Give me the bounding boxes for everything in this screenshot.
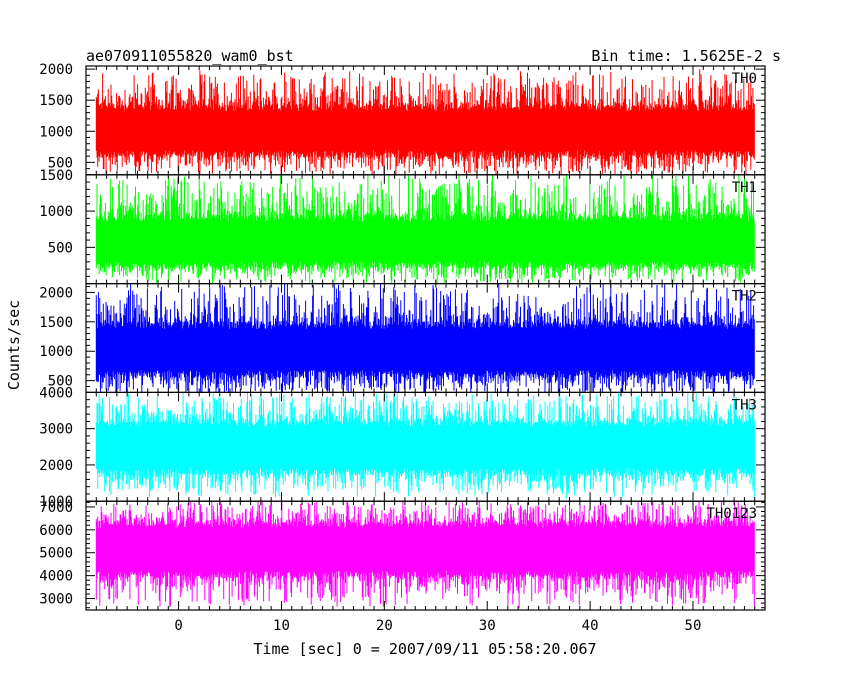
y-tick-label: 4000 [39,385,73,401]
x-tick-label: 10 [273,618,290,634]
y-tick-label: 1500 [39,93,73,109]
panel-th0: 500 1000 1500 2000 TH0 [39,62,766,176]
y-tick-label: 2000 [39,62,73,78]
panel-label-th3: TH3 [732,397,757,413]
y-tick-label: 500 [48,240,73,256]
signal-th3 [95,392,755,499]
signal-th0 [95,69,755,175]
panel-th0123: 3000 4000 5000 6000 7000 TH0123 [39,500,766,611]
y-tick-label: 500 [48,155,73,171]
y-tick-label: 1000 [39,494,73,510]
x-tick-label: 20 [376,618,393,634]
signal-th0123 [95,501,755,609]
y-tick-label: 1500 [39,315,73,331]
y-tick-label: 2000 [39,285,73,301]
panels: 500100015002000TH050010001500TH150010001… [39,62,766,634]
panel-label-th0123: TH0123 [706,506,757,522]
y-tick-label: 1000 [39,344,73,360]
signal-th1 [95,174,755,284]
panel-th3: 1000 2000 3000 4000 TH3 [39,385,766,510]
bin-time-label: Bin time: 1.5625E-2 s [591,47,781,65]
y-tick-label: 3000 [39,422,73,438]
y-tick-label: 5000 [39,546,73,562]
panel-label-th2: TH2 [732,289,757,305]
y-tick-label: 2000 [39,458,73,474]
signal-th2 [95,283,755,393]
x-tick-label: 30 [479,618,496,634]
y-axis-label: Counts/sec [5,300,23,390]
x-axis-label: Time [sec] 0 = 2007/09/11 05:58:20.067 [253,640,596,658]
y-tick-label: 3000 [39,592,73,608]
x-tick-label: 50 [685,618,702,634]
y-tick-label: 4000 [39,569,73,585]
y-tick-label: 1000 [39,204,73,220]
panel-th2: 500 1000 1500 2000 TH2 [39,283,766,394]
y-tick-label: 500 [48,374,73,390]
chart-title: ae070911055820_wam0_bst [86,47,294,65]
panel-label-th1: TH1 [732,180,757,196]
panel-th1: 500 1000 1500 TH1 [39,168,766,285]
x-tick-label: 0 [174,618,182,634]
y-tick-label: 6000 [39,523,73,539]
y-tick-label: 7000 [39,500,73,516]
x-tick-label: 40 [582,618,599,634]
panel-label-th0: TH0 [732,71,757,87]
y-tick-label: 1000 [39,124,73,140]
y-tick-label: 1500 [39,168,73,184]
